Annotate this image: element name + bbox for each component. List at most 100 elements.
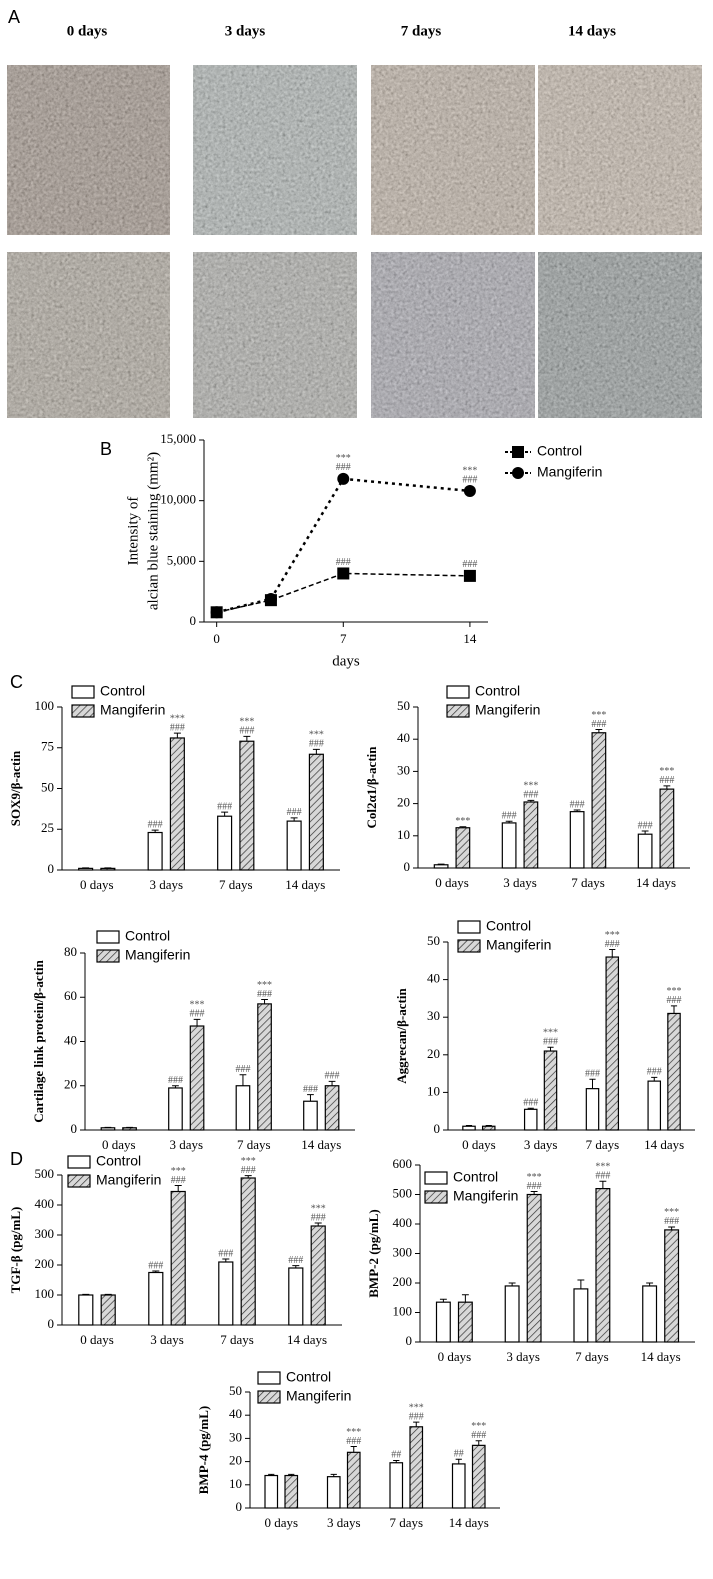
significance-label: ***: [311, 1203, 326, 1214]
x-tick-label: 0 days: [102, 1137, 136, 1152]
bar: [308, 753, 324, 871]
panel-label: B: [100, 439, 112, 459]
significance-label: ***: [190, 1000, 205, 1011]
legend-swatch: [424, 1190, 448, 1204]
bar: [523, 801, 539, 869]
bar: [303, 1100, 318, 1131]
significance-label: ###: [664, 1216, 679, 1227]
x-tick-label: 7 days: [571, 875, 605, 890]
x-tick-label: 7 days: [219, 877, 253, 892]
y-tick-label: 30: [427, 1008, 440, 1023]
significance-label: ***: [455, 816, 470, 827]
significance-label: ***: [462, 465, 477, 476]
legend-label: Mangiferin: [537, 464, 602, 480]
significance-label: ###: [462, 559, 477, 570]
bar: [659, 788, 675, 869]
x-tick-label: 14 days: [641, 1349, 681, 1364]
y-axis-label: TGF-β (pg/mL): [8, 1207, 23, 1294]
significance-label: ###: [462, 474, 477, 485]
column-label: 3 days: [225, 23, 266, 39]
error-bar: [193, 1018, 201, 1027]
legend-swatch: [257, 1371, 281, 1385]
legend-swatch: [96, 949, 120, 963]
legend-label: Mangiferin: [475, 702, 540, 718]
legend-label: Control: [486, 918, 531, 934]
marker: [210, 606, 223, 619]
panel-label: A: [8, 7, 20, 27]
y-tick-label: 20: [64, 1077, 77, 1092]
legend-label: Control: [96, 1153, 141, 1169]
bar: [240, 1177, 256, 1326]
bar: [288, 1267, 304, 1326]
significance-label: ###: [309, 739, 324, 750]
significance-label: ***: [409, 1402, 424, 1413]
y-axis-label: alcian blue staining (mm²): [145, 452, 161, 610]
y-tick-label: 50: [427, 933, 440, 948]
legend-swatch: [457, 920, 481, 934]
significance-label: ###: [409, 1411, 424, 1422]
error-bar: [475, 1440, 482, 1446]
bar: [257, 1003, 272, 1131]
x-tick-label: 3 days: [506, 1349, 540, 1364]
significance-label: ***: [171, 1166, 186, 1177]
legend-label: Control: [125, 928, 170, 944]
significance-label: ###: [190, 1009, 205, 1020]
bar: [324, 1085, 340, 1131]
error-bar: [651, 1076, 658, 1082]
legend-marker: [512, 467, 524, 479]
significance-label: ###: [241, 1165, 256, 1176]
error-bar: [261, 998, 268, 1004]
y-tick-label: 100: [35, 1286, 55, 1301]
y-axis-label: Cartilage link protein/β-actin: [31, 959, 46, 1122]
error-bar: [413, 1421, 420, 1427]
bar: [433, 864, 449, 869]
x-tick-label: 3 days: [169, 1137, 203, 1152]
bar: [585, 1088, 600, 1131]
legend-swatch: [257, 1390, 281, 1404]
y-tick-label: 400: [393, 1215, 413, 1230]
significance-label: ***: [543, 1028, 558, 1039]
marker: [337, 472, 350, 485]
bar: [595, 1187, 611, 1343]
bar: [235, 1085, 251, 1131]
micrograph: [371, 65, 535, 235]
series-line: [216, 477, 471, 614]
significance-label: ###: [325, 1071, 340, 1082]
significance-label: ###: [471, 1430, 486, 1441]
bar: [667, 1012, 681, 1131]
micrograph: [193, 252, 357, 418]
error-bar: [221, 811, 229, 817]
x-tick-label: 14 days: [285, 877, 325, 892]
significance-label: ###: [595, 1171, 610, 1182]
marker: [264, 592, 277, 605]
y-tick-label: 75: [41, 739, 54, 754]
error-bar: [307, 1094, 314, 1102]
panel-label: D: [10, 1149, 23, 1169]
bar: [286, 820, 302, 871]
error-bar: [455, 1458, 462, 1464]
bar: [326, 1476, 341, 1509]
x-tick-label: 0: [213, 631, 220, 646]
y-tick-label: 10: [397, 827, 410, 842]
bar: [455, 827, 471, 869]
legend-swatch: [71, 685, 95, 699]
error-bar: [589, 1078, 596, 1089]
y-tick-label: 40: [397, 730, 410, 745]
bar: [501, 822, 517, 869]
y-axis-label: Col2α1/β-actin: [364, 746, 379, 829]
bar: [218, 1261, 234, 1326]
x-tick-label: 3 days: [150, 1332, 184, 1347]
x-tick-label: 14: [463, 631, 477, 646]
y-tick-label: 200: [393, 1274, 413, 1289]
bar: [642, 1285, 658, 1343]
legend-label: Mangiferin: [125, 947, 190, 963]
y-tick-label: 10,000: [160, 492, 196, 507]
error-bar: [174, 1185, 182, 1192]
marker: [463, 569, 476, 582]
x-tick-label: 0 days: [80, 1332, 114, 1347]
error-bar: [239, 1074, 247, 1086]
y-tick-label: 10: [427, 1083, 440, 1098]
significance-label: ###: [303, 1084, 318, 1095]
y-tick-label: 15,000: [160, 431, 196, 446]
